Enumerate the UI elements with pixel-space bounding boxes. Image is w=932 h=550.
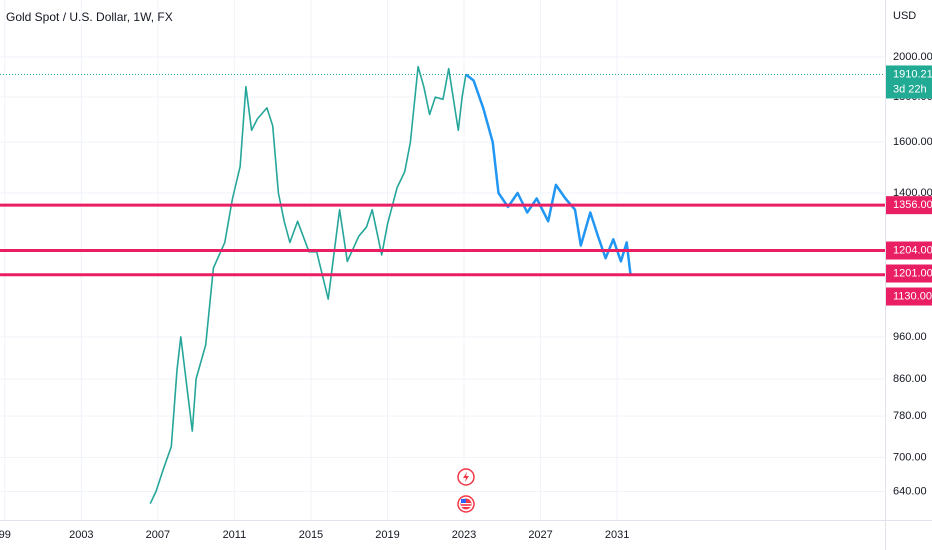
y-tick-label: 2000.00 [893, 51, 932, 63]
price-tag [886, 241, 932, 260]
price-line [149, 65, 467, 505]
x-tick-label: 2031 [605, 529, 629, 541]
price-tag [886, 196, 932, 215]
y-tick-label: 960.00 [893, 331, 927, 343]
grid [0, 0, 885, 520]
price-tag-label: 1356.00 [893, 199, 932, 211]
axes: 99 2003 2007 2011 2015 2019 2023 2027 2031 640.00… [0, 51, 932, 541]
x-tick-label: 2015 [299, 529, 323, 541]
countdown-label: 3d 22h [893, 83, 927, 95]
x-tick-label: 2019 [375, 529, 399, 541]
x-tick-label: 2003 [69, 529, 93, 541]
price-line [465, 73, 632, 275]
price-tag-label: 1204.00 [893, 244, 932, 256]
current-price-tag [886, 65, 932, 99]
y-tick-label: 1600.00 [893, 136, 932, 148]
x-tick-label: 2027 [528, 529, 552, 541]
price-tag-label: 1201.00 [893, 267, 932, 279]
price-tag-label: 1130.00 [893, 290, 932, 302]
y-tick-label: 700.00 [893, 451, 927, 463]
price-tag [886, 287, 932, 306]
flag-icon[interactable] [457, 495, 475, 513]
currency: USD [893, 10, 916, 22]
y-tick-label: 640.00 [893, 485, 927, 497]
current-price-label: 1910.21 [893, 68, 932, 80]
chart-title: Gold Spot / U.S. Dollar, 1W, FX [6, 10, 173, 24]
y-tick-label: 1400.00 [893, 187, 932, 199]
y-tick-label: 780.00 [893, 410, 927, 422]
y-tick-label: 860.00 [893, 373, 927, 385]
x-tick-label: 99 [0, 529, 11, 541]
price-tag [886, 264, 932, 283]
plot [0, 65, 885, 505]
x-tick-label: 2023 [452, 529, 476, 541]
x-tick-label: 2007 [146, 529, 170, 541]
lightning-icon[interactable] [457, 468, 475, 486]
x-tick-label: 2011 [223, 529, 247, 541]
